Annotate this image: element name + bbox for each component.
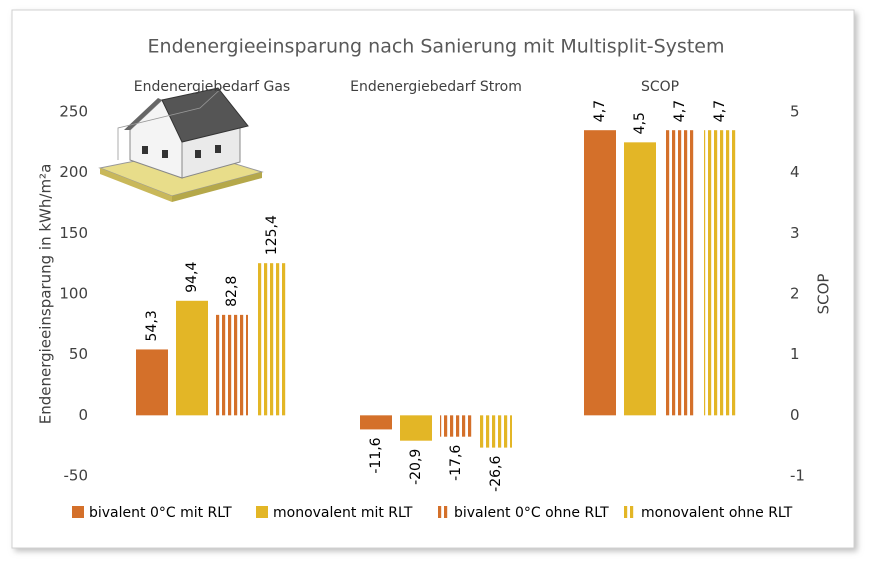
value-label: 4,5 xyxy=(632,112,648,134)
value-label: -26,6 xyxy=(488,456,504,492)
y2-tick-label: 4 xyxy=(790,163,800,181)
value-label: -11,6 xyxy=(368,437,384,473)
legend-label: bivalent 0°C mit RLT xyxy=(89,505,232,521)
bar xyxy=(584,130,616,416)
bar xyxy=(400,415,432,441)
y-axis-label: Endenergieeinsparung in kWh/m²a xyxy=(37,164,55,425)
bar xyxy=(360,415,392,430)
y2-tick-label: 2 xyxy=(790,285,800,303)
y2-tick-label: 0 xyxy=(790,406,800,424)
legend-swatch xyxy=(72,506,84,518)
value-label: 4,7 xyxy=(712,100,728,122)
legend-swatch xyxy=(256,506,268,518)
bar xyxy=(624,142,656,416)
bar xyxy=(480,415,512,448)
value-label: 4,7 xyxy=(672,100,688,122)
y-tick-label: 0 xyxy=(78,406,88,424)
value-label: -17,6 xyxy=(448,445,464,481)
y2-axis-label: SCOP xyxy=(815,274,833,315)
chart-title: Endenergieeinsparung nach Sanierung mit … xyxy=(148,36,725,58)
y-tick-label: 100 xyxy=(59,285,88,303)
category-label: SCOP xyxy=(641,79,679,95)
legend-label: bivalent 0°C ohne RLT xyxy=(454,505,609,521)
bar xyxy=(664,130,696,416)
y2-tick-label: 3 xyxy=(790,224,800,242)
legend-label: monovalent ohne RLT xyxy=(641,505,793,521)
bar xyxy=(440,415,472,437)
bar xyxy=(216,314,248,416)
bar xyxy=(176,300,208,416)
legend-swatch xyxy=(437,506,449,518)
value-label: 82,8 xyxy=(224,276,240,307)
y-tick-label: 150 xyxy=(59,224,88,242)
value-label: 54,3 xyxy=(144,310,160,341)
y2-tick-label: -1 xyxy=(790,467,805,485)
y-tick-label: 50 xyxy=(69,345,88,363)
category-label: Endenergiebedarf Strom xyxy=(350,79,522,95)
bar xyxy=(256,263,288,416)
legend-label: monovalent mit RLT xyxy=(273,505,413,521)
value-label: 125,4 xyxy=(264,215,280,255)
y-tick-label: 250 xyxy=(59,103,88,121)
value-label: 4,7 xyxy=(592,100,608,122)
y-tick-label: 200 xyxy=(59,163,88,181)
house-illustration xyxy=(98,84,264,202)
value-label: -20,9 xyxy=(408,449,424,485)
legend-swatch xyxy=(624,506,636,518)
bar xyxy=(136,349,168,416)
value-label: 94,4 xyxy=(184,262,200,293)
y2-tick-label: 5 xyxy=(790,103,800,121)
bar xyxy=(704,130,736,416)
y2-tick-label: 1 xyxy=(790,345,800,363)
category-label: Endenergiebedarf Gas xyxy=(134,79,290,95)
y-tick-label: -50 xyxy=(64,467,89,485)
